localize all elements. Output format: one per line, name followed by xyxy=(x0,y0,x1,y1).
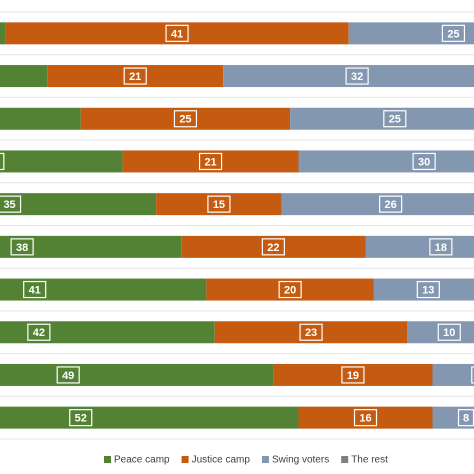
bar-segment xyxy=(206,278,374,301)
bar-segment xyxy=(181,235,366,258)
value-label: 41 xyxy=(171,28,183,40)
value-label-box xyxy=(437,323,461,341)
bar-segment xyxy=(80,107,291,130)
bar-segment xyxy=(273,363,433,386)
value-label: 32 xyxy=(351,71,363,83)
value-label: 25 xyxy=(389,114,401,126)
value-label-box xyxy=(416,280,440,299)
legend-label: Justice camp xyxy=(192,455,251,466)
bar-segment xyxy=(214,321,408,344)
value-label-box xyxy=(198,152,223,171)
value-label: 8 xyxy=(463,413,469,425)
bar-segment xyxy=(290,107,474,130)
bar-segment xyxy=(0,278,207,301)
value-label-box xyxy=(353,409,378,427)
value-label-box xyxy=(412,152,436,171)
value-label: 23 xyxy=(305,327,317,339)
bar-segment xyxy=(432,363,474,386)
value-label-box xyxy=(207,195,231,213)
value-label-box xyxy=(278,280,302,299)
value-label-box xyxy=(471,366,474,384)
bar-segment xyxy=(0,235,182,258)
value-label: 41 xyxy=(29,284,41,296)
value-label: 49 xyxy=(62,370,74,382)
value-label-box xyxy=(10,238,34,256)
legend-swatch xyxy=(181,456,189,463)
legend-label: Swing voters xyxy=(272,455,329,466)
value-label: 21 xyxy=(129,71,141,83)
bar-segment xyxy=(365,235,474,258)
bar-segment xyxy=(432,406,474,429)
value-label: 38 xyxy=(16,242,28,254)
bar-segment xyxy=(5,22,349,45)
value-label-box xyxy=(69,409,93,427)
value-label-box xyxy=(173,110,198,128)
legend-label: Peace camp xyxy=(114,455,170,466)
value-label: 21 xyxy=(204,156,216,168)
bar-segment xyxy=(156,193,282,216)
bar-segment xyxy=(0,150,123,173)
bar-segment xyxy=(281,193,474,216)
bar-segment xyxy=(298,406,433,429)
legend-swatch xyxy=(261,456,269,463)
bar-segment xyxy=(0,193,157,216)
bar-segment xyxy=(0,406,299,429)
bar-segment xyxy=(47,65,224,88)
legend-swatch xyxy=(104,456,111,463)
value-label: 30 xyxy=(418,156,430,168)
value-label-box xyxy=(341,366,365,384)
value-label: 22 xyxy=(267,242,279,254)
legend-label: The rest xyxy=(351,455,388,466)
bar-segment xyxy=(0,107,81,130)
legend-swatch xyxy=(341,456,349,463)
value-label-box xyxy=(261,238,285,256)
bar-segment xyxy=(0,321,215,344)
value-label: 15 xyxy=(213,199,225,211)
value-label: 20 xyxy=(284,284,296,296)
bar-segment xyxy=(0,363,274,386)
value-label-box xyxy=(165,24,189,42)
value-label: 26 xyxy=(385,199,397,211)
value-label: 16 xyxy=(359,413,371,425)
value-label-box xyxy=(0,195,22,213)
value-label-box xyxy=(441,24,466,42)
value-label-box xyxy=(379,195,403,213)
value-label: 19 xyxy=(347,370,359,382)
bar-segment xyxy=(407,321,474,344)
value-label-box xyxy=(56,366,80,384)
value-label-box xyxy=(27,323,51,341)
bar-segment xyxy=(122,150,299,173)
bar-segment xyxy=(0,65,48,88)
value-label: 35 xyxy=(3,199,15,211)
value-label: 25 xyxy=(179,114,191,126)
value-label-box xyxy=(429,238,453,256)
value-label-box xyxy=(123,67,147,85)
value-label-box xyxy=(0,152,5,171)
value-label: 42 xyxy=(33,327,45,339)
bar-segment xyxy=(298,150,474,173)
value-label: 10 xyxy=(443,327,455,339)
value-label-box xyxy=(345,67,369,85)
value-label-box xyxy=(383,110,407,128)
value-label-box xyxy=(299,323,323,341)
value-label-box xyxy=(23,280,47,299)
bar-segment xyxy=(373,278,474,301)
bar-segment xyxy=(223,65,474,88)
value-label: 52 xyxy=(75,413,87,425)
bar-segment xyxy=(0,22,6,45)
value-label: 18 xyxy=(435,242,447,254)
value-label: 25 xyxy=(447,28,459,40)
value-label: 13 xyxy=(422,284,434,296)
